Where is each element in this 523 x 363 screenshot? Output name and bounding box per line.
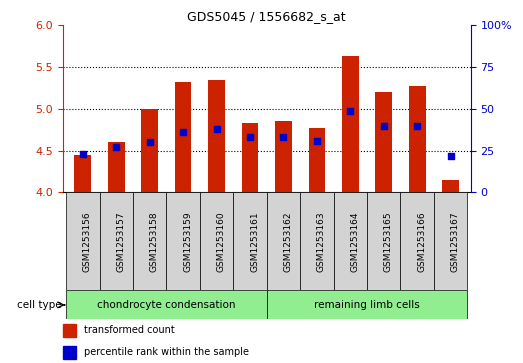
Bar (63, 346, 76, 359)
Bar (409, 86, 426, 192)
Bar (367, 192, 401, 290)
Point (346, 108, 355, 114)
Bar (267, 192, 300, 290)
Bar (309, 128, 325, 192)
Bar (141, 109, 158, 192)
Text: GSM1253156: GSM1253156 (83, 211, 92, 272)
Point (179, 129, 187, 135)
Bar (267, 290, 468, 319)
Bar (376, 92, 392, 192)
Point (145, 139, 154, 145)
Bar (275, 121, 292, 192)
Bar (99, 192, 133, 290)
Text: GSM1253165: GSM1253165 (384, 211, 393, 272)
Point (246, 134, 254, 140)
Bar (342, 56, 359, 192)
Point (212, 126, 221, 132)
Title: GDS5045 / 1556682_s_at: GDS5045 / 1556682_s_at (187, 10, 346, 23)
Bar (300, 192, 334, 290)
Text: GSM1253158: GSM1253158 (150, 211, 158, 272)
Text: transformed count: transformed count (84, 325, 175, 335)
Point (279, 134, 288, 140)
Point (313, 138, 321, 143)
Point (380, 123, 388, 129)
Bar (442, 180, 459, 192)
Bar (434, 192, 468, 290)
Point (112, 144, 120, 150)
Bar (242, 123, 258, 192)
Text: GSM1253164: GSM1253164 (350, 211, 359, 272)
Text: GSM1253157: GSM1253157 (116, 211, 126, 272)
Text: remaining limb cells: remaining limb cells (314, 300, 420, 310)
Text: GSM1253163: GSM1253163 (317, 211, 326, 272)
Bar (334, 192, 367, 290)
Bar (166, 192, 200, 290)
Text: cell type: cell type (17, 300, 62, 310)
Bar (108, 142, 124, 192)
Bar (133, 192, 166, 290)
Text: chondrocyte condensation: chondrocyte condensation (97, 300, 236, 310)
Text: GSM1253167: GSM1253167 (451, 211, 460, 272)
Text: GSM1253166: GSM1253166 (417, 211, 426, 272)
Text: GSM1253160: GSM1253160 (217, 211, 225, 272)
Text: GSM1253159: GSM1253159 (183, 211, 192, 272)
Point (447, 153, 455, 159)
Bar (401, 192, 434, 290)
Point (413, 123, 422, 129)
Bar (63, 324, 76, 337)
Text: GSM1253161: GSM1253161 (250, 211, 259, 272)
Bar (74, 155, 91, 192)
Bar (200, 192, 233, 290)
Bar (66, 290, 267, 319)
Bar (233, 192, 267, 290)
Bar (175, 82, 191, 192)
Text: GSM1253162: GSM1253162 (283, 211, 292, 272)
Point (78, 151, 87, 157)
Bar (208, 79, 225, 192)
Text: percentile rank within the sample: percentile rank within the sample (84, 347, 248, 357)
Bar (66, 192, 99, 290)
